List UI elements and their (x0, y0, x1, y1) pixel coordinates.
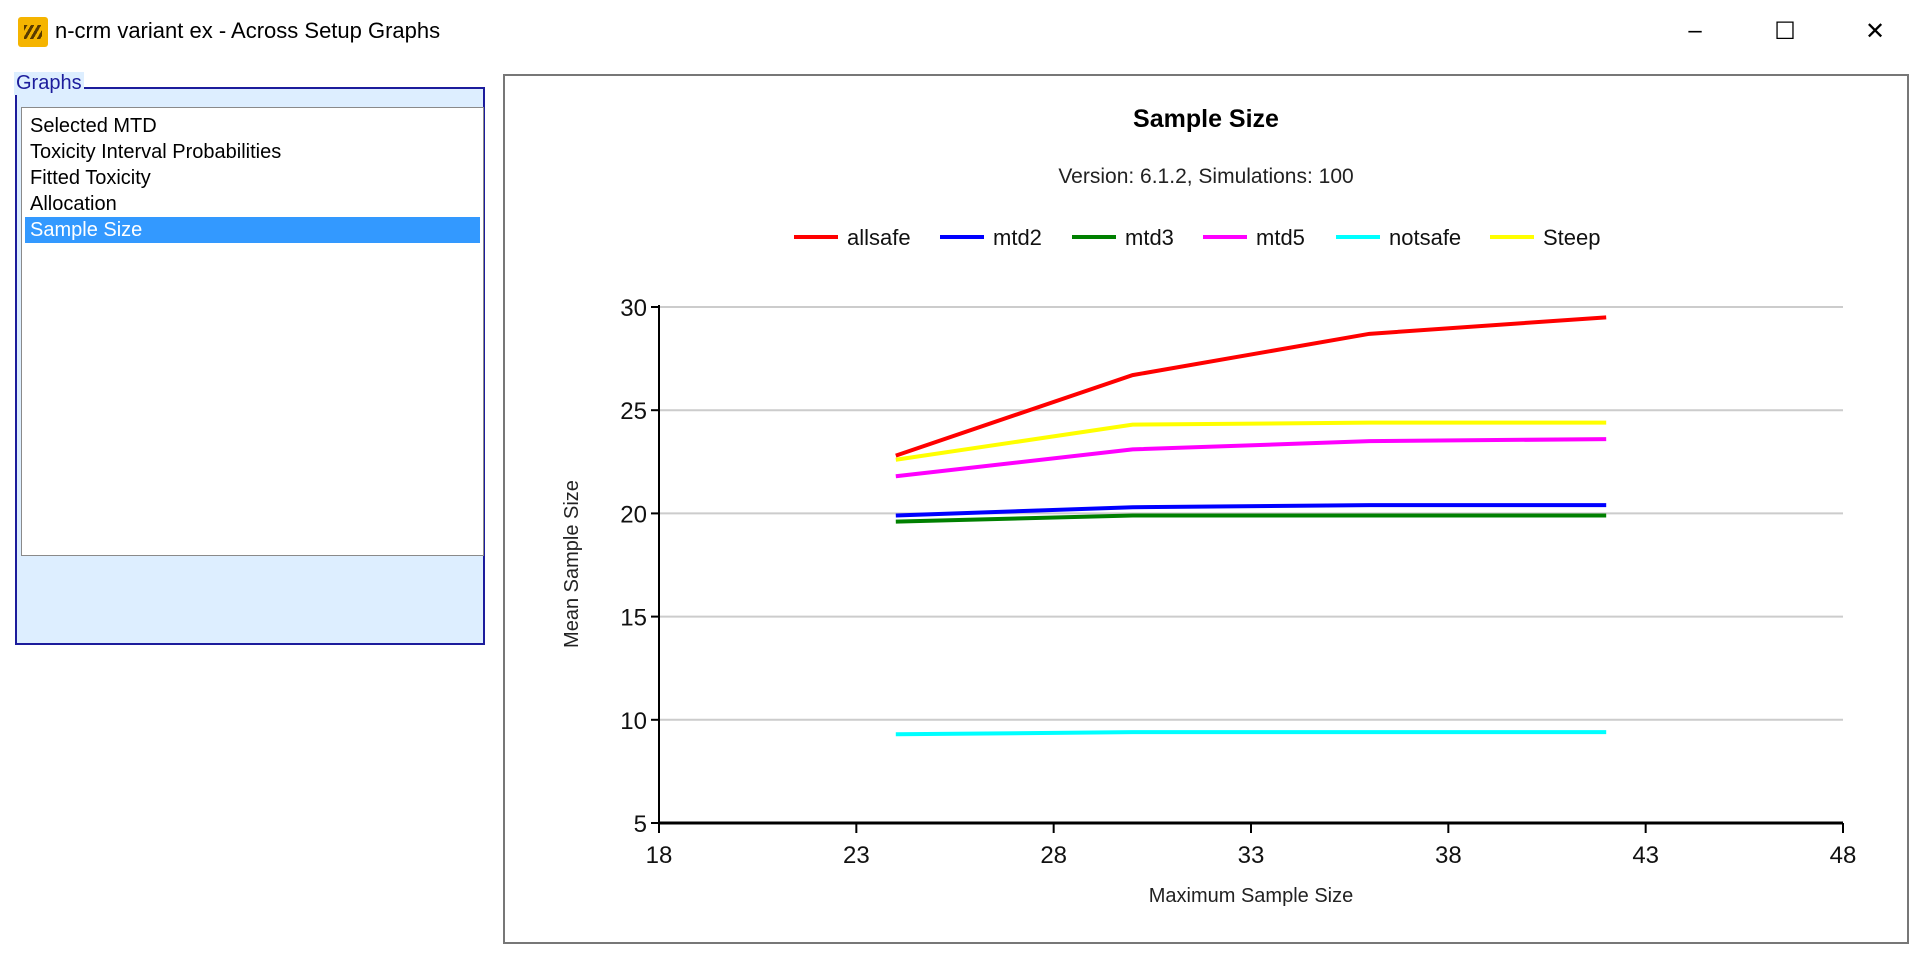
x-tick-label: 38 (1435, 842, 1462, 869)
list-item-allocation[interactable]: Allocation (30, 193, 117, 215)
title-bar: n-crm variant ex - Across Setup Graphs –… (0, 0, 1924, 62)
series-line-mtd3 (895, 513, 1607, 524)
series-lines (895, 315, 1607, 737)
x-tick-label: 48 (1830, 842, 1857, 869)
y-tick-label: 5 (634, 811, 647, 838)
x-tick-label: 33 (1238, 842, 1265, 869)
x-tick-label: 28 (1040, 842, 1067, 869)
y-tick-label: 25 (620, 398, 647, 425)
graphs-listbox[interactable]: Selected MTD Toxicity Interval Probabili… (21, 107, 484, 556)
minimize-button[interactable]: – (1688, 17, 1702, 44)
app-icon (18, 17, 48, 47)
series-line-notsafe (895, 730, 1607, 737)
y-tick-label: 15 (620, 605, 647, 632)
legend-label-mtd3: mtd3 (1125, 225, 1174, 250)
chart-title: Sample Size (1133, 105, 1279, 133)
x-axis-label: Maximum Sample Size (1149, 885, 1354, 907)
legend-label-mtd2: mtd2 (993, 225, 1042, 250)
y-tick-label: 20 (620, 501, 647, 528)
y-axis-label: Mean Sample Size (561, 480, 583, 648)
close-button[interactable]: ✕ (1864, 17, 1886, 45)
list-item-sample-size[interactable]: Sample Size (25, 217, 480, 243)
series-line-mtd2 (895, 503, 1607, 518)
series-line-allsafe (895, 315, 1607, 458)
list-item-fitted-toxicity[interactable]: Fitted Toxicity (30, 167, 151, 189)
x-tick-label: 23 (843, 842, 870, 869)
legend-label-notsafe: notsafe (1389, 225, 1461, 250)
chart-legend: allsafe mtd2 mtd3 mtd5 notsafe Steep (794, 225, 1601, 250)
legend-label-steep: Steep (1543, 225, 1601, 250)
x-tick-label: 18 (646, 842, 673, 869)
maximize-button[interactable]: ☐ (1774, 17, 1796, 45)
grid-lines (659, 306, 1843, 721)
series-line-steep (895, 420, 1607, 462)
list-item-toxicity-interval-probabilities[interactable]: Toxicity Interval Probabilities (30, 141, 282, 163)
x-tick-label: 43 (1632, 842, 1659, 869)
chart-panel (503, 74, 1909, 944)
y-tick-label: 30 (620, 295, 647, 322)
legend-label-allsafe: allsafe (847, 225, 911, 250)
axes: 5 10 15 20 25 30 18 23 28 33 38 43 48 (620, 295, 1856, 869)
legend-label-mtd5: mtd5 (1256, 225, 1305, 250)
chart-subtitle: Version: 6.1.2, Simulations: 100 (1058, 165, 1353, 188)
y-tick-label: 10 (620, 708, 647, 735)
list-item-selected-mtd[interactable]: Selected MTD (30, 115, 157, 137)
graphs-group-label: Graphs (14, 72, 84, 95)
window-title: n-crm variant ex - Across Setup Graphs (55, 18, 441, 43)
series-line-mtd5 (895, 437, 1607, 479)
